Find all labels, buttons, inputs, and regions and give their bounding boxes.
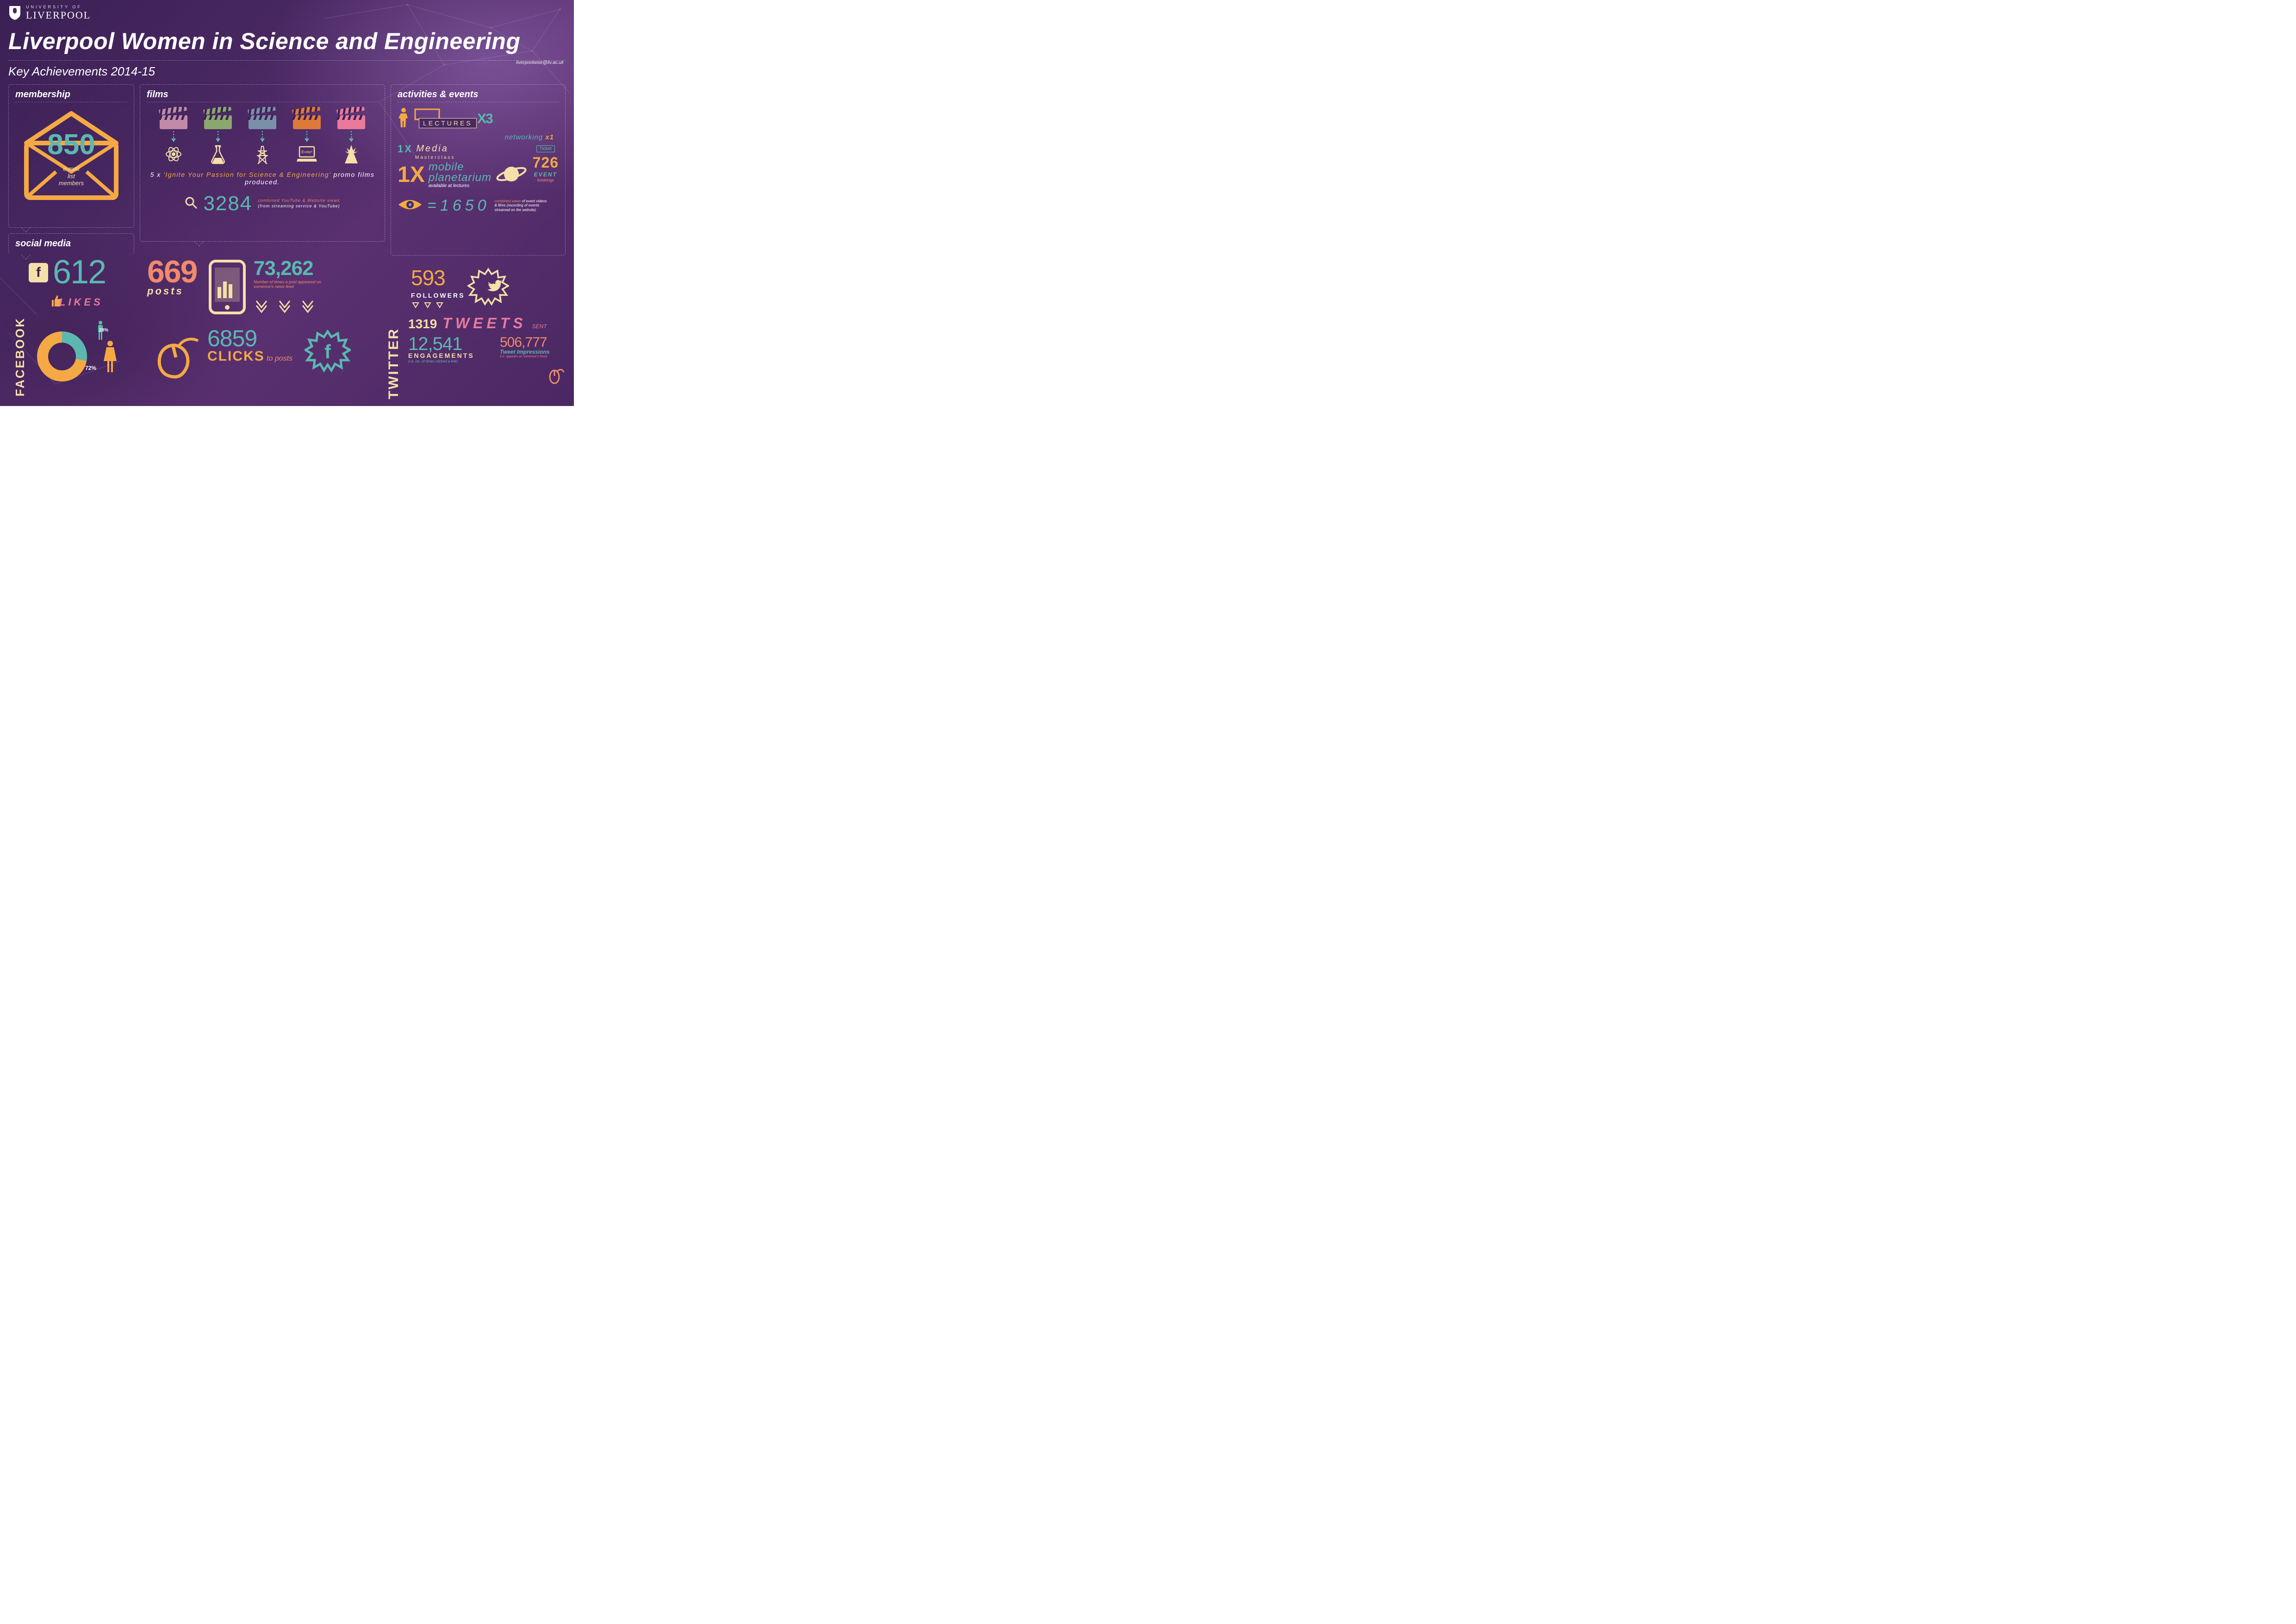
svg-text:E=mc²: E=mc² [301,150,312,154]
triangle-down-icon [436,302,443,308]
eye-icon [398,197,423,214]
followers-label: FOLLOWERS [411,292,465,299]
laptop-icon: E=mc² [289,143,325,165]
facebook-zone: FACEBOOK f 612 LIKES 28% 72% 669 posts [8,259,379,403]
infographic-page: UNIVERSITY OF LIVERPOOL Liverpool Women … [0,0,574,406]
event-views-caption: combined views of event videos & films (… [495,199,550,212]
films-views-count: 3284 [203,192,252,215]
films-heading: films [147,89,378,102]
followers-count: 593 [411,269,445,287]
impressions-block: 73,262 Number of times a post appeared o… [254,259,337,289]
activities-heading: activities & events [398,89,559,102]
volcano-icon [333,143,369,165]
films-views-caption: combined YouTube & Website views(from st… [258,198,340,209]
chevron-down-icon [255,300,268,314]
ticket-block: Ticket 726 EVENT bookings [533,144,559,182]
male-pct: 28% [99,328,108,333]
facebook-burst-icon: f [305,329,351,377]
crest-icon [8,5,21,21]
mouse-icon [152,333,203,382]
flask-icon [200,143,236,165]
lectures-row: LECTURES X3 [398,107,559,131]
presenter-icon [398,107,410,131]
likes-count: 612 [53,259,106,286]
triangle-row [412,302,443,308]
clicks-block: 6859 CLICKS to posts [207,329,292,364]
lectures-multiplier: X3 [477,111,492,127]
university-logo: UNIVERSITY OF LIVERPOOL [8,5,91,21]
membership-heading: membership [15,89,127,102]
envelope-icon: 850 e-maillistmembers [18,107,124,204]
svg-text:f: f [324,341,331,362]
engagements-block: 12,541 ENGAGEMENTS (i.e. no. of times cl… [408,336,474,363]
female-pct: 72% [85,365,96,371]
university-of-label: UNIVERSITY OF [26,5,91,9]
page-subtitle: Key Achievements 2014-15 [8,64,566,79]
event-views-count: =1650 [427,197,490,215]
social-heading: social media [15,238,127,251]
liverpool-label: LIVERPOOL [26,9,91,21]
chevron-row [255,300,314,314]
tweets-row: 1319 TWEETS SENT [408,315,547,332]
triangle-down-icon [412,302,419,308]
membership-panel: membership 850 e-maillistmembers [8,84,134,228]
triangle-down-icon [424,302,431,308]
films-views-row: 3284 combined YouTube & Website views(fr… [147,192,378,215]
clapboard-row: E=mc² [147,107,378,165]
clap-4: E=mc² [289,107,325,165]
chevron-down-icon [302,300,314,314]
pylon-icon [244,143,280,165]
likes-block: f 612 [29,259,106,286]
callout-notch [21,250,31,260]
chevron-down-icon [279,300,291,314]
lectures-label: LECTURES [419,118,477,128]
social-media-panel-heading: social media [8,233,134,255]
callout-notch [194,237,204,246]
facebook-vertical-label: FACEBOOK [13,317,27,396]
callout-notch [21,223,31,232]
clap-1 [156,107,192,165]
event-views-row: =1650 combined views of event videos & f… [398,197,559,215]
networking-row: networking x1 [398,133,554,141]
clap-5 [333,107,369,165]
female-figure-icon [102,340,118,375]
atom-icon [156,143,192,165]
twitter-zone: TWITTER 593 FOLLOWERS 1319 TWEETS SENT 1… [386,269,571,404]
tweet-impressions-block: 506,777 Tweet Impressions (i.e. appears … [500,336,550,358]
membership-count: 850 [18,128,124,161]
posts-block: 669 posts [147,259,197,297]
films-caption: 5 x 'Ignite Your Passion for Science & E… [147,171,378,186]
subtitle-row: Key Achievements 2014-15 [8,60,566,79]
films-panel: films E=mc² [140,84,385,242]
saturn-icon [495,162,528,188]
phone-icon [207,259,247,317]
activities-panel: activities & events LECTURES X3 networki… [391,84,566,256]
magnifier-icon [185,196,198,212]
twitter-burst-icon [467,267,509,311]
clap-3 [244,107,280,165]
facebook-icon: f [29,263,48,282]
likes-label: LIKES [59,296,103,308]
mouse-small-icon [546,366,565,387]
twitter-vertical-label: TWITTER [386,328,402,399]
gender-donut-chart [34,329,90,387]
page-title: Liverpool Women in Science and Engineeri… [8,28,520,55]
clap-2 [200,107,236,165]
membership-caption: e-maillistmembers [18,165,124,187]
